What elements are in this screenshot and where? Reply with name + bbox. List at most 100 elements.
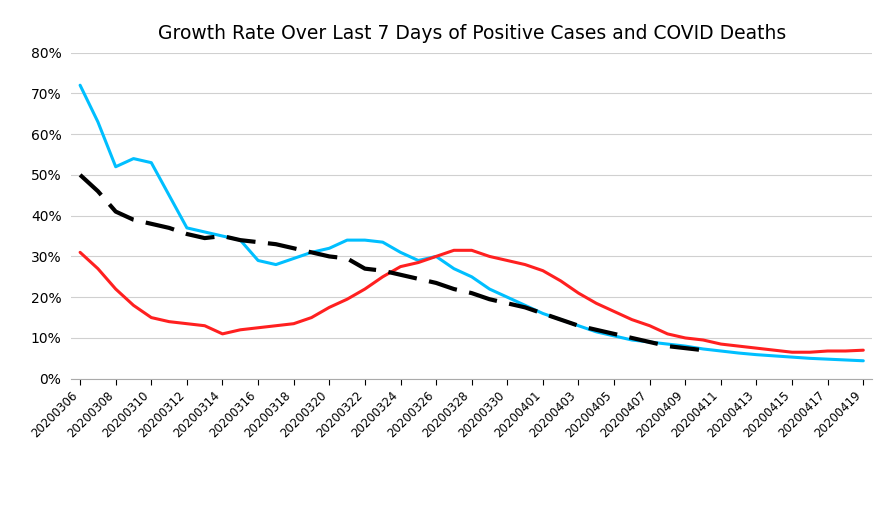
Daily Growth Rate of Deaths <box>110 286 121 292</box>
Daily Growth Rate of Deaths <box>787 349 797 356</box>
Daily Growth Rate of Positive Cases <box>271 261 281 268</box>
Daily Growth Rate of Positive Cases <box>413 257 424 264</box>
Daily Growth Rate of Deaths <box>271 322 281 329</box>
Daily Growth Rate of Probable Actual Infections <box>520 304 530 310</box>
Daily Growth Rate of Probable Actual Infections <box>395 271 406 278</box>
Daily Growth Rate of Deaths <box>360 286 370 292</box>
Daily Growth Rate of Deaths <box>840 348 851 354</box>
Daily Growth Rate of Probable Actual Infections <box>128 217 139 223</box>
Title: Growth Rate Over Last 7 Days of Positive Cases and COVID Deaths: Growth Rate Over Last 7 Days of Positive… <box>158 24 786 43</box>
Daily Growth Rate of Deaths <box>502 257 513 264</box>
Daily Growth Rate of Deaths <box>609 308 619 315</box>
Daily Growth Rate of Deaths <box>324 304 335 310</box>
Daily Growth Rate of Probable Actual Infections <box>306 249 317 256</box>
Daily Growth Rate of Positive Cases <box>805 355 815 361</box>
Daily Growth Rate of Probable Actual Infections <box>484 296 495 302</box>
Line: Daily Growth Rate of Deaths: Daily Growth Rate of Deaths <box>80 250 863 352</box>
Daily Growth Rate of Positive Cases <box>306 249 317 256</box>
Daily Growth Rate of Probable Actual Infections <box>110 208 121 215</box>
Daily Growth Rate of Probable Actual Infections <box>698 347 708 353</box>
Daily Growth Rate of Positive Cases <box>75 82 85 88</box>
Daily Growth Rate of Deaths <box>413 259 424 266</box>
Daily Growth Rate of Positive Cases <box>431 254 441 260</box>
Daily Growth Rate of Deaths <box>858 347 869 353</box>
Daily Growth Rate of Positive Cases <box>769 353 780 359</box>
Daily Growth Rate of Probable Actual Infections <box>573 322 584 329</box>
Daily Growth Rate of Deaths <box>822 348 833 354</box>
Daily Growth Rate of Positive Cases <box>288 255 299 261</box>
Daily Growth Rate of Probable Actual Infections <box>627 335 637 341</box>
Daily Growth Rate of Deaths <box>146 315 157 321</box>
Daily Growth Rate of Positive Cases <box>520 302 530 308</box>
Daily Growth Rate of Deaths <box>431 254 441 260</box>
Daily Growth Rate of Probable Actual Infections <box>217 233 228 239</box>
Daily Growth Rate of Deaths <box>751 345 762 351</box>
Daily Growth Rate of Probable Actual Infections <box>288 245 299 251</box>
Daily Growth Rate of Deaths <box>288 320 299 327</box>
Daily Growth Rate of Deaths <box>555 278 566 284</box>
Daily Growth Rate of Positive Cases <box>377 239 388 245</box>
Daily Growth Rate of Positive Cases <box>698 346 708 352</box>
Daily Growth Rate of Positive Cases <box>555 317 566 323</box>
Daily Growth Rate of Deaths <box>591 300 602 307</box>
Daily Growth Rate of Positive Cases <box>644 339 655 345</box>
Daily Growth Rate of Positive Cases <box>662 341 673 347</box>
Daily Growth Rate of Positive Cases <box>716 348 726 354</box>
Daily Growth Rate of Positive Cases <box>182 225 192 231</box>
Daily Growth Rate of Positive Cases <box>217 233 228 239</box>
Daily Growth Rate of Deaths <box>627 317 637 323</box>
Daily Growth Rate of Probable Actual Infections <box>360 266 370 272</box>
Daily Growth Rate of Positive Cases <box>502 294 513 300</box>
Daily Growth Rate of Deaths <box>538 268 548 274</box>
Daily Growth Rate of Positive Cases <box>858 358 869 364</box>
Daily Growth Rate of Positive Cases <box>324 245 335 251</box>
Daily Growth Rate of Positive Cases <box>609 333 619 339</box>
Daily Growth Rate of Positive Cases <box>395 249 406 256</box>
Daily Growth Rate of Deaths <box>217 331 228 337</box>
Daily Growth Rate of Probable Actual Infections <box>680 345 691 351</box>
Daily Growth Rate of Probable Actual Infections <box>342 255 352 261</box>
Daily Growth Rate of Deaths <box>644 322 655 329</box>
Daily Growth Rate of Positive Cases <box>591 329 602 335</box>
Daily Growth Rate of Deaths <box>733 343 744 349</box>
Daily Growth Rate of Positive Cases <box>466 274 477 280</box>
Daily Growth Rate of Positive Cases <box>787 354 797 360</box>
Daily Growth Rate of Probable Actual Infections <box>164 225 174 231</box>
Daily Growth Rate of Positive Cases <box>360 237 370 243</box>
Daily Growth Rate of Positive Cases <box>822 356 833 362</box>
Daily Growth Rate of Deaths <box>520 261 530 268</box>
Daily Growth Rate of Probable Actual Infections <box>377 268 388 274</box>
Daily Growth Rate of Deaths <box>662 331 673 337</box>
Daily Growth Rate of Deaths <box>698 337 708 343</box>
Daily Growth Rate of Deaths <box>449 247 459 254</box>
Daily Growth Rate of Probable Actual Infections <box>609 331 619 337</box>
Daily Growth Rate of Positive Cases <box>199 229 210 235</box>
Daily Growth Rate of Positive Cases <box>840 357 851 363</box>
Daily Growth Rate of Deaths <box>716 341 726 347</box>
Daily Growth Rate of Probable Actual Infections <box>182 231 192 237</box>
Daily Growth Rate of Probable Actual Infections <box>466 290 477 296</box>
Daily Growth Rate of Positive Cases <box>733 350 744 356</box>
Daily Growth Rate of Positive Cases <box>627 337 637 343</box>
Daily Growth Rate of Probable Actual Infections <box>555 317 566 323</box>
Line: Daily Growth Rate of Probable Actual Infections: Daily Growth Rate of Probable Actual Inf… <box>80 175 703 350</box>
Daily Growth Rate of Probable Actual Infections <box>235 237 246 243</box>
Daily Growth Rate of Positive Cases <box>128 156 139 162</box>
Daily Growth Rate of Probable Actual Infections <box>431 280 441 286</box>
Daily Growth Rate of Positive Cases <box>573 322 584 329</box>
Daily Growth Rate of Positive Cases <box>146 159 157 166</box>
Daily Growth Rate of Probable Actual Infections <box>538 310 548 317</box>
Daily Growth Rate of Probable Actual Infections <box>413 276 424 282</box>
Daily Growth Rate of Deaths <box>769 347 780 353</box>
Daily Growth Rate of Probable Actual Infections <box>253 239 263 245</box>
Daily Growth Rate of Deaths <box>93 266 103 272</box>
Daily Growth Rate of Deaths <box>235 327 246 333</box>
Daily Growth Rate of Probable Actual Infections <box>271 241 281 247</box>
Daily Growth Rate of Positive Cases <box>235 237 246 243</box>
Daily Growth Rate of Deaths <box>484 254 495 260</box>
Daily Growth Rate of Positive Cases <box>484 286 495 292</box>
Daily Growth Rate of Deaths <box>253 325 263 331</box>
Daily Growth Rate of Probable Actual Infections <box>502 300 513 307</box>
Daily Growth Rate of Deaths <box>377 274 388 280</box>
Daily Growth Rate of Deaths <box>306 315 317 321</box>
